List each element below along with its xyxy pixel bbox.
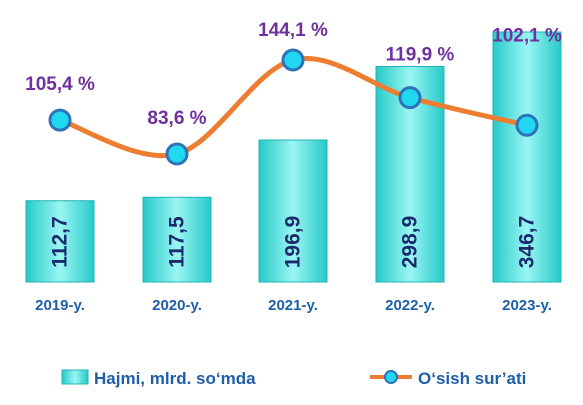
bar-2019-y. bbox=[25, 200, 95, 283]
growth-value-label: 102,1 % bbox=[492, 25, 562, 46]
legend-swatch-volume bbox=[61, 369, 89, 385]
growth-value-label: 144,1 % bbox=[258, 20, 328, 41]
legend-marker-growth bbox=[384, 370, 398, 384]
legend-label-growth: O‘sish sur’ati bbox=[418, 369, 526, 388]
growth-value-labels: 105,4 % 83,6 % 144,1 % 119,9 % 102,1 % bbox=[25, 20, 562, 129]
bar-value-label: 117,5 bbox=[166, 216, 189, 268]
bar-value-label: 196,9 bbox=[282, 216, 305, 269]
growth-point bbox=[165, 142, 189, 166]
growth-point bbox=[48, 108, 72, 132]
x-axis-ticks: 2019-y. 2020-y. 2021-y. 2022-y. 2023-y. bbox=[35, 297, 552, 314]
x-tick-label: 2022-y. bbox=[385, 297, 435, 314]
bar-value-label: 298,9 bbox=[399, 216, 422, 269]
bar-value-label: 346,7 bbox=[516, 216, 539, 269]
bar-value-labels: 112,7 117,5 196,9 298,9 346,7 bbox=[49, 216, 539, 269]
growth-value-label: 119,9 % bbox=[386, 45, 455, 66]
x-tick-label: 2021-y. bbox=[268, 297, 318, 314]
x-tick-label: 2020-y. bbox=[152, 297, 202, 314]
growth-line-series bbox=[48, 48, 539, 166]
growth-value-label: 105,4 % bbox=[25, 74, 95, 95]
x-tick-label: 2019-y. bbox=[35, 297, 85, 314]
growth-point bbox=[281, 48, 305, 72]
growth-value-label: 83,6 % bbox=[147, 108, 206, 129]
bar-2023-y. bbox=[492, 31, 562, 283]
growth-point bbox=[398, 86, 422, 110]
x-tick-label: 2023-y. bbox=[502, 297, 552, 314]
legend: Hajmi, mlrd. so‘mda O‘sish sur’ati bbox=[61, 369, 526, 388]
legend-label-volume: Hajmi, mlrd. so‘mda bbox=[94, 369, 256, 388]
bar-value-label: 112,7 bbox=[49, 216, 72, 267]
bar-2021-y. bbox=[258, 139, 328, 283]
growth-point bbox=[515, 113, 539, 137]
bar-2020-y. bbox=[142, 196, 212, 283]
bar-series bbox=[25, 31, 562, 283]
